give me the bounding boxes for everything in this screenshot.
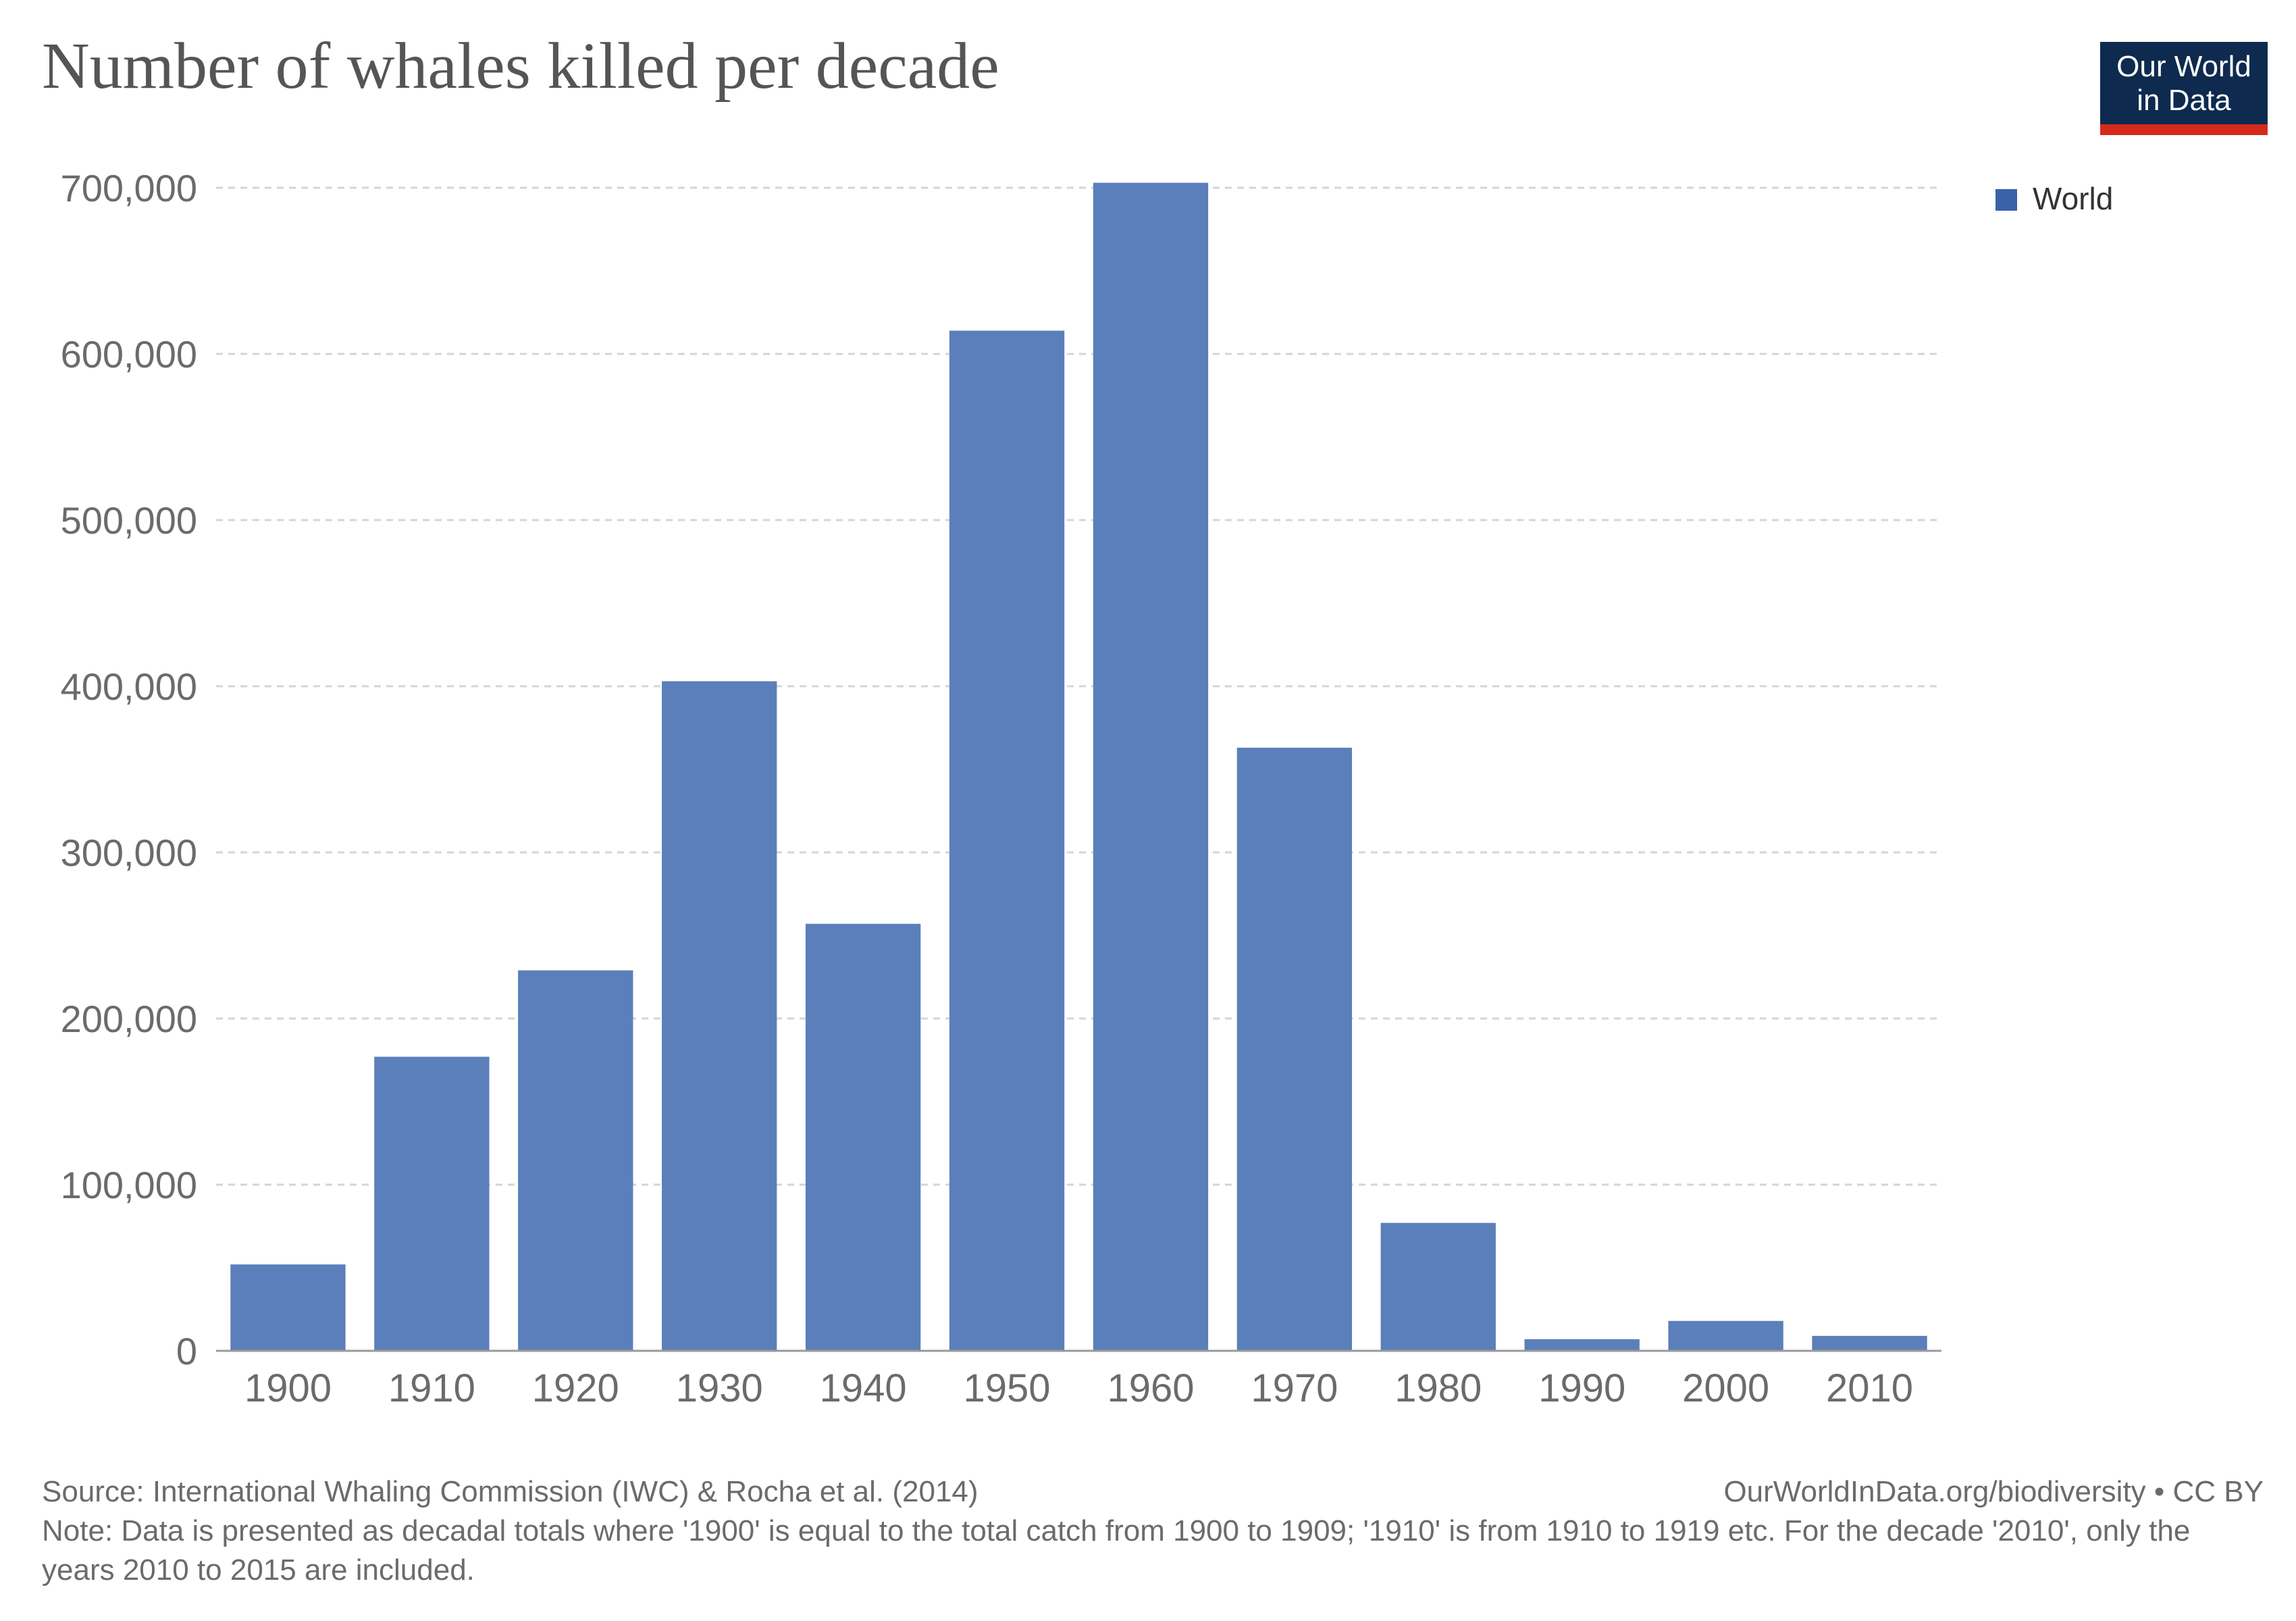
footer: Source: International Whaling Commission… (42, 1472, 2264, 1590)
y-tick-label: 200,000 (61, 998, 197, 1040)
x-tick-label: 1940 (820, 1366, 907, 1410)
x-tick-label: 1990 (1538, 1366, 1625, 1410)
bar-1900 (230, 1264, 346, 1351)
note-text: Note: Data is presented as decadal total… (42, 1514, 2191, 1587)
bar-1940 (805, 923, 921, 1351)
bar-2010 (1812, 1335, 1927, 1351)
x-tick-label: 1960 (1107, 1366, 1194, 1410)
bar-1920 (518, 970, 633, 1351)
x-tick-label: 1980 (1394, 1366, 1482, 1410)
y-tick-label: 500,000 (61, 499, 197, 542)
logo-line-2: in Data (2137, 84, 2231, 117)
y-tick-label: 400,000 (61, 665, 197, 708)
x-tick-label: 1970 (1251, 1366, 1338, 1410)
y-tick-label: 300,000 (61, 831, 197, 874)
bar-1950 (949, 330, 1065, 1351)
x-tick-label: 1930 (676, 1366, 763, 1410)
x-tick-label: 2010 (1826, 1366, 1913, 1410)
bar-1930 (662, 681, 777, 1351)
chart-title: Number of whales killed per decade (42, 30, 999, 103)
y-tick-label: 0 (176, 1330, 197, 1372)
bar-1910 (374, 1056, 490, 1351)
y-tick-label: 700,000 (61, 167, 197, 209)
logo-line-1: Our World (2116, 50, 2251, 83)
y-tick-label: 100,000 (61, 1164, 197, 1206)
bar-1980 (1380, 1223, 1496, 1351)
credit-link[interactable]: OurWorldInData.org/biodiversity • CC BY (1723, 1475, 2264, 1508)
source-text: Source: International Whaling Commission… (42, 1475, 979, 1508)
legend-swatch (1995, 189, 2017, 211)
legend-label: World (2033, 181, 2113, 216)
x-tick-label: 1910 (388, 1366, 475, 1410)
y-tick-label: 600,000 (61, 333, 197, 376)
x-tick-label: 1900 (244, 1366, 332, 1410)
x-tick-label: 2000 (1682, 1366, 1769, 1410)
bar-2000 (1668, 1320, 1783, 1351)
owid-logo[interactable]: Our World in Data (2100, 42, 2268, 135)
bar-1960 (1093, 182, 1209, 1351)
x-tick-label: 1950 (964, 1366, 1051, 1410)
bar-1970 (1236, 748, 1353, 1351)
x-tick-label: 1920 (532, 1366, 619, 1410)
bar-chart: 0 100,000 200,000 300,000 400,000 500,000 600,… (61, 167, 2114, 1410)
bar-1990 (1524, 1339, 1640, 1351)
